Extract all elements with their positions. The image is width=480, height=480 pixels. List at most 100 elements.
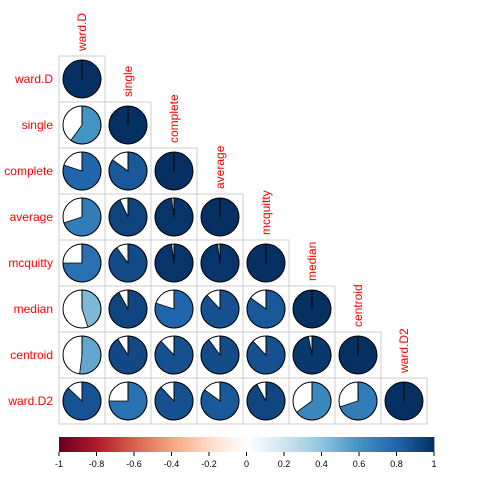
legend-swatch (252, 437, 255, 452)
legend-tick-label: 0.2 (278, 459, 291, 469)
legend-swatch (417, 437, 420, 452)
legend-tick-label: 0.8 (390, 459, 403, 469)
legend-swatch (85, 437, 88, 452)
pie-average-average (200, 197, 240, 237)
legend-swatch (261, 437, 264, 452)
legend-swatch (257, 437, 261, 452)
legend-swatch (272, 437, 276, 452)
row-label-average: average (10, 210, 54, 224)
column-labels: ward.D single complete average mcquitty media… (75, 13, 411, 374)
legend-swatch (332, 437, 336, 452)
legend-swatch (90, 437, 94, 452)
legend-swatch (72, 437, 75, 452)
legend-swatch (287, 437, 291, 452)
legend-swatch (128, 437, 131, 452)
legend-swatch (220, 437, 223, 452)
legend-swatch (405, 437, 409, 452)
legend-swatch (222, 437, 225, 452)
legend-swatch (310, 437, 313, 452)
legend-swatch (145, 437, 148, 452)
legend-swatch (237, 437, 240, 452)
legend-swatch (254, 437, 257, 452)
legend-swatch (70, 437, 73, 452)
legend-swatch (214, 437, 217, 452)
legend-swatch (340, 437, 343, 452)
legend-swatch (276, 437, 279, 452)
legend-swatch (132, 437, 135, 452)
legend-swatch (387, 437, 390, 452)
row-label-ward.D2: ward.D2 (7, 394, 53, 408)
legend-swatch (137, 437, 141, 452)
legend-swatch (75, 437, 79, 452)
col-label-ward.D: ward.D (75, 13, 89, 52)
legend-swatch (231, 437, 234, 452)
pie-centroid-single (108, 335, 148, 375)
legend-swatch (428, 437, 431, 452)
legend-swatch (422, 437, 426, 452)
pie-mcquitty-average (200, 243, 240, 283)
pie-outline (292, 335, 332, 375)
legend-swatch (160, 437, 163, 452)
legend-swatch (402, 437, 405, 452)
legend-swatch (87, 437, 90, 452)
legend-swatch (265, 437, 268, 452)
legend-swatch (62, 437, 66, 452)
row-labels: ward.D single complete average mcquitty media… (4, 72, 53, 408)
legend-swatch (315, 437, 319, 452)
pie-outline (62, 151, 102, 191)
pie-ward.D2-mcquitty (246, 381, 286, 421)
legend-swatch (317, 437, 321, 452)
legend-swatch (197, 437, 201, 452)
pie-centroid-complete (154, 335, 194, 375)
legend-swatch (248, 437, 251, 452)
legend-swatch (175, 437, 178, 452)
legend-swatch (372, 437, 375, 452)
pie-outline (108, 381, 148, 421)
pie-ward.D2-single (108, 381, 148, 421)
legend-swatch (360, 437, 364, 452)
legend-swatch (83, 437, 86, 452)
legend-swatch (240, 437, 244, 452)
legend-swatch (295, 437, 298, 452)
legend-swatch (210, 437, 214, 452)
pie-ward.D2-median (292, 381, 332, 421)
legend-swatch (64, 437, 67, 452)
legend-swatch (77, 437, 81, 452)
pie-ward.D-ward.D (62, 59, 102, 99)
legend-swatch (150, 437, 154, 452)
legend-swatch (152, 437, 156, 452)
legend-swatch (173, 437, 176, 452)
pie-markers (62, 59, 424, 421)
legend-swatch (156, 437, 159, 452)
legend-swatch (68, 437, 71, 452)
legend-swatch (124, 437, 127, 452)
legend-swatch (302, 437, 306, 452)
legend-swatch (212, 437, 216, 452)
legend-swatch (327, 437, 330, 452)
row-label-mcquitty: mcquitty (8, 256, 53, 270)
legend-tick-label: -0.8 (89, 459, 105, 469)
pie-complete-ward.D (62, 151, 102, 191)
legend-swatch (188, 437, 191, 452)
legend-swatch (426, 437, 429, 452)
legend-swatch (289, 437, 292, 452)
legend-swatch (383, 437, 386, 452)
legend-swatch (179, 437, 182, 452)
legend-swatch (366, 437, 369, 452)
legend-swatch (149, 437, 152, 452)
legend-swatch (233, 437, 236, 452)
pie-outline (246, 335, 286, 375)
pie-outline (154, 197, 194, 237)
legend-swatch (409, 437, 412, 452)
legend-swatch (201, 437, 204, 452)
pie-average-ward.D (62, 197, 102, 237)
legend-swatch (59, 437, 62, 452)
pie-outline (200, 197, 240, 237)
legend-swatch (203, 437, 206, 452)
legend-swatch (255, 437, 259, 452)
pie-outline (154, 381, 194, 421)
legend-swatch (100, 437, 103, 452)
legend-swatch (355, 437, 358, 452)
legend-tick-label: 0 (244, 459, 249, 469)
